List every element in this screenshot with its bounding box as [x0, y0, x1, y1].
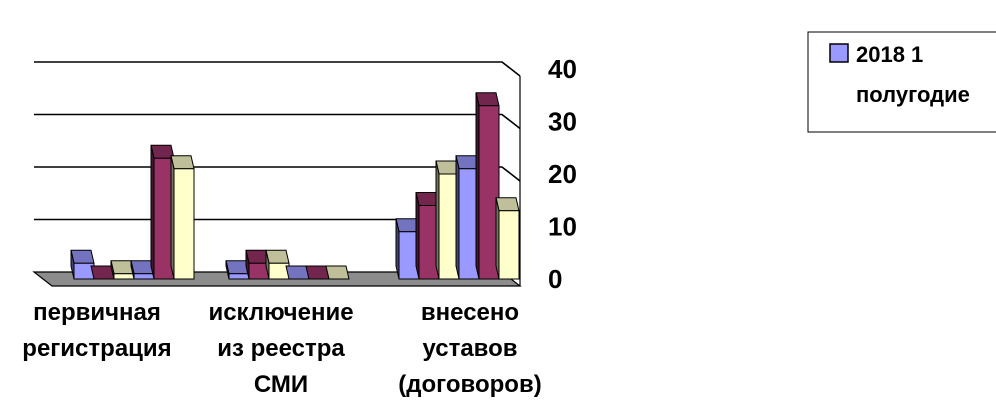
legend: 2018 1 полугодие	[807, 31, 996, 133]
bar-top	[475, 92, 500, 107]
category-label: СМИ	[254, 371, 308, 398]
bar-front	[173, 168, 195, 280]
bar-top	[285, 265, 310, 280]
bar	[305, 265, 330, 280]
category-label: регистрация	[22, 335, 171, 362]
bar	[455, 155, 480, 280]
bars	[70, 92, 520, 280]
bar	[475, 92, 500, 280]
bar	[395, 218, 420, 280]
bar-top	[265, 249, 290, 264]
bar	[325, 265, 350, 280]
y-axis-ticks: 0 10 20 30 40	[548, 54, 577, 294]
legend-label-line-2: полугодие	[856, 82, 970, 107]
bar	[415, 192, 440, 280]
bar	[225, 260, 250, 280]
bar-top	[305, 265, 330, 280]
legend-label-line-1: 2018 1	[856, 42, 923, 67]
bar	[90, 265, 115, 280]
bar-front	[498, 210, 520, 280]
category-label: внесено	[421, 299, 519, 326]
bar-front	[133, 273, 155, 280]
bar-top	[70, 249, 95, 264]
category-label: исключение	[208, 299, 353, 326]
y-tick-label: 10	[548, 212, 577, 242]
bar	[435, 160, 460, 280]
gridline	[34, 113, 521, 130]
bar-front	[228, 273, 250, 280]
bar	[495, 197, 520, 280]
bar	[170, 155, 195, 280]
bar	[285, 265, 310, 280]
legend-box	[807, 31, 996, 133]
category-label: уставов	[422, 335, 517, 362]
y-tick-label: 20	[548, 159, 577, 189]
y-tick-label: 30	[548, 107, 577, 137]
bar-top	[90, 265, 115, 280]
category-label: (договоров)	[398, 371, 541, 398]
gridline	[34, 61, 521, 77]
legend-swatch	[829, 43, 849, 63]
bar-top	[170, 155, 195, 170]
bar-top	[325, 265, 350, 280]
category-label: из реестра	[217, 335, 345, 362]
bar	[70, 249, 95, 280]
y-tick-label: 0	[548, 264, 562, 294]
category-label: первичная	[33, 299, 161, 326]
bar-front	[478, 105, 500, 280]
bar	[150, 144, 175, 280]
x-axis-labels: первичная регистрация исключение из реестра…	[22, 299, 541, 398]
bar-top	[495, 197, 520, 212]
y-tick-label: 40	[548, 54, 577, 84]
bar-front	[113, 273, 135, 280]
bar	[265, 249, 290, 280]
